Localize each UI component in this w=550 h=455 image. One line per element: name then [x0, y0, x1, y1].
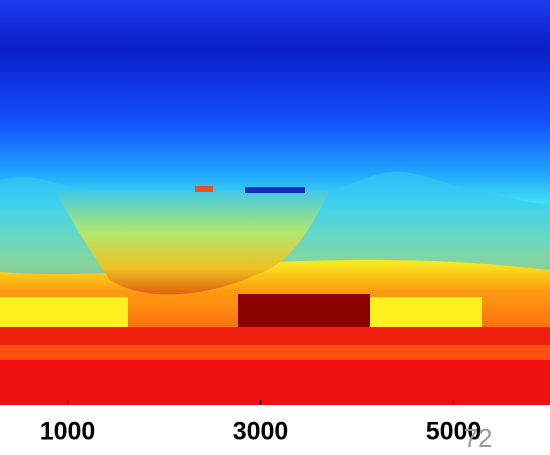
layer: [0, 297, 128, 327]
velocity-image: [0, 0, 550, 405]
lens: [245, 187, 305, 193]
x-tick-label: 5000: [426, 418, 482, 446]
layer: [0, 327, 550, 345]
page-number: 72: [464, 423, 493, 453]
layer: [0, 345, 550, 360]
lens: [195, 186, 213, 192]
layer: [370, 297, 482, 327]
layer: [0, 360, 550, 405]
layer: [238, 294, 370, 327]
x-tick-label: 1000: [40, 418, 96, 446]
x-tick-label: 3000: [233, 418, 289, 446]
basin: [55, 190, 330, 295]
